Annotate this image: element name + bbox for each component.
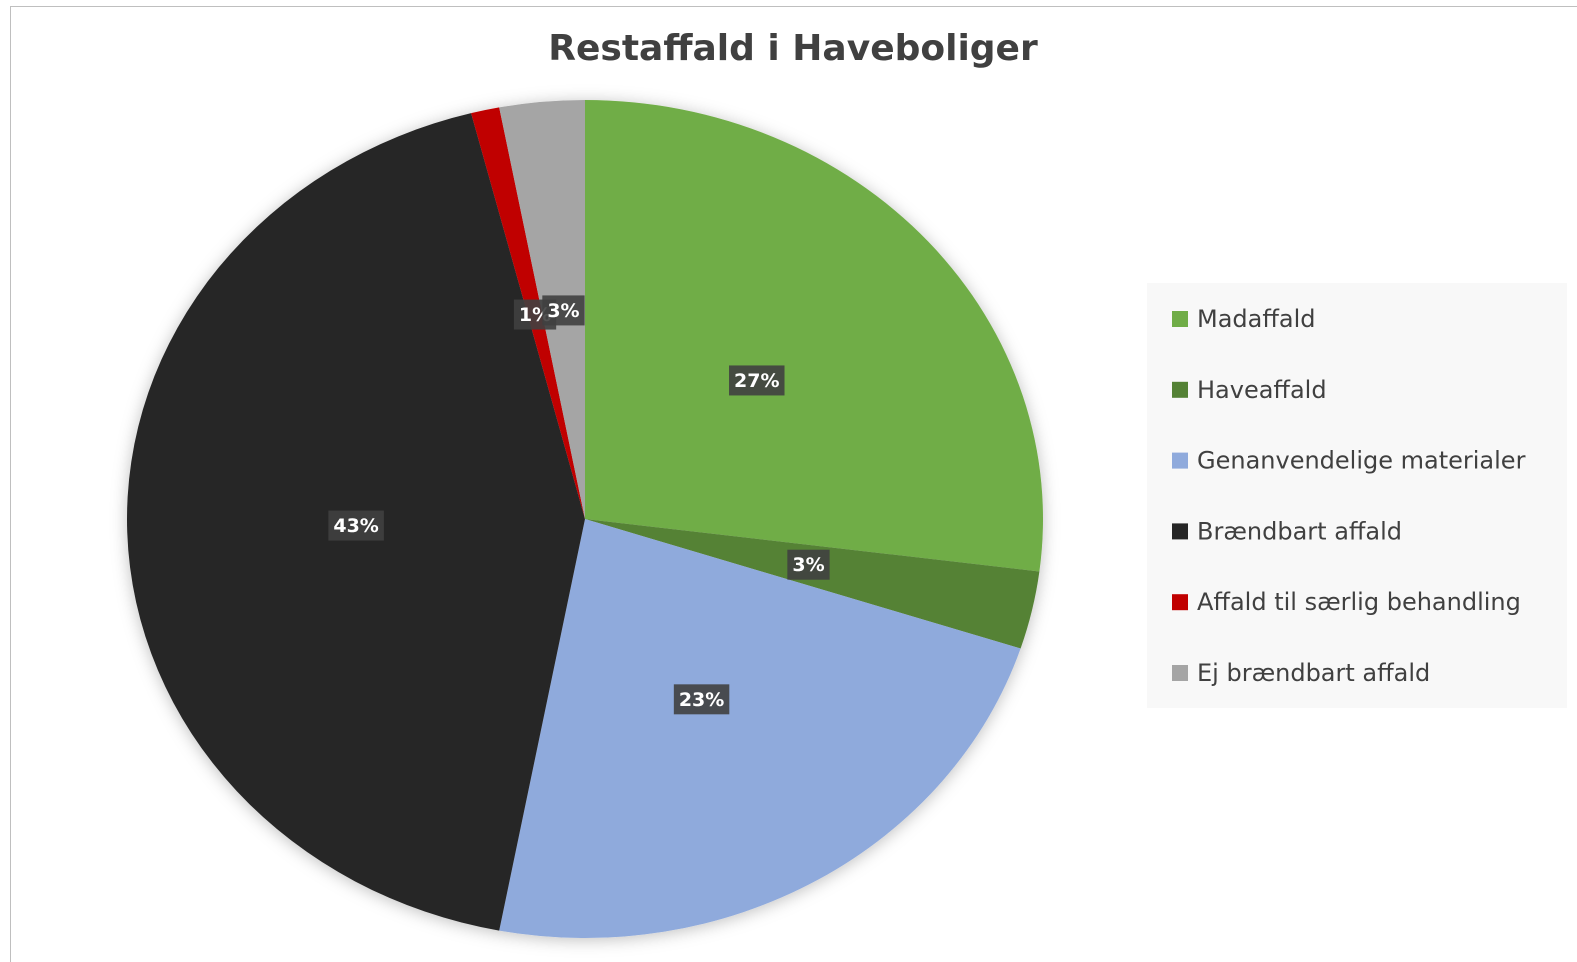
- legend-swatch: [1172, 523, 1188, 540]
- chart-title: Restaffald i Haveboliger: [548, 28, 1038, 69]
- legend-label: Genanvendelige materialer: [1197, 447, 1526, 475]
- data-label: 23%: [673, 684, 730, 715]
- pie-slice: [499, 519, 1021, 938]
- legend-swatch: [1172, 594, 1188, 611]
- data-labels: 27%3%23%43%1%3%: [328, 295, 830, 715]
- legend-label: Affald til særlig behandling: [1197, 588, 1521, 616]
- legend-label: Madaffald: [1197, 305, 1316, 333]
- legend-label: Haveaffald: [1197, 376, 1327, 404]
- legend-swatch: [1172, 311, 1188, 327]
- data-label: 27%: [729, 365, 785, 396]
- legend-box: [1147, 283, 1567, 708]
- data-label-box: [729, 365, 785, 396]
- legend: Madaffald Haveaffald Genanvendelige materi…: [1172, 305, 1526, 687]
- data-label-box: [787, 549, 830, 580]
- legend-label: Brændbart affald: [1197, 517, 1402, 545]
- legend-label: Ej brændbart affald: [1197, 659, 1430, 687]
- data-label-text: 27%: [734, 370, 779, 392]
- pie-slice: [585, 100, 1043, 572]
- legend-swatch: [1172, 381, 1188, 398]
- data-label-text: 3%: [547, 300, 579, 322]
- pie: [126, 100, 1043, 938]
- legend-swatch: [1172, 665, 1188, 681]
- data-label: 3%: [542, 295, 585, 326]
- data-label-text: 43%: [333, 515, 378, 537]
- data-label-text: 3%: [792, 554, 824, 576]
- legend-swatch: [1172, 452, 1188, 469]
- data-label-text: 23%: [679, 689, 724, 711]
- data-label-box: [542, 295, 585, 326]
- pie-slice: [585, 519, 1040, 649]
- data-label: 3%: [787, 549, 830, 580]
- data-label-box: [328, 510, 384, 541]
- data-label-box: [673, 684, 730, 715]
- data-label: 43%: [328, 510, 384, 541]
